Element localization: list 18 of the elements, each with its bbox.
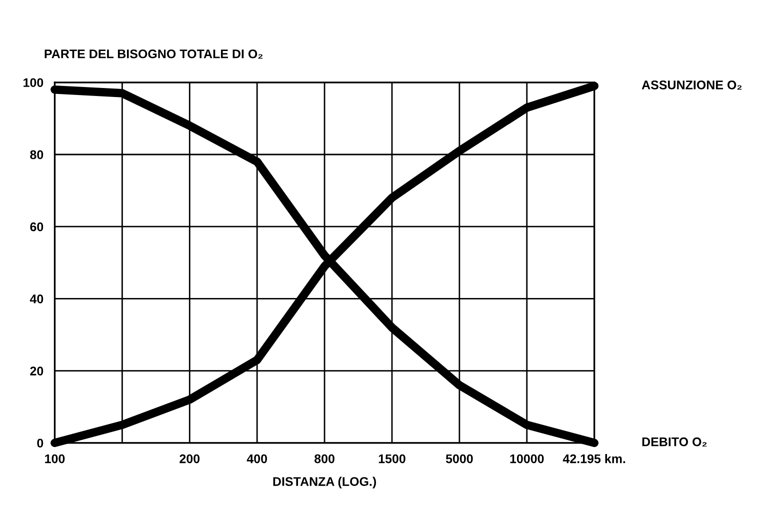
x-tick-label: 100 [45,454,65,464]
x-tick-label: 1500 [378,454,406,464]
y-tick-label: 60 [30,222,44,232]
y-axis-title: PARTE DEL BISOGNO TOTALE DI O₂ [44,49,263,59]
x-tick-label: 10000 [510,454,544,464]
y-tick-label: 20 [30,366,44,376]
text: ASSUNZIONE O₂ [642,80,742,90]
x-tick-label: 200 [180,454,200,464]
text: DEBITO O₂ [642,437,707,447]
x-axis-title: DISTANZA (LOG.) [273,476,376,488]
x-tick-label: 42.195 km. [562,454,626,464]
y-tick-label: 0 [37,438,44,448]
y-tick-label: 80 [30,150,44,160]
y-tick-label: 100 [24,78,44,88]
x-tick-label: 400 [246,454,267,464]
x-tick-label: 800 [314,454,334,464]
x-tick-label: 5000 [446,454,473,464]
y-tick-label: 40 [30,294,44,304]
